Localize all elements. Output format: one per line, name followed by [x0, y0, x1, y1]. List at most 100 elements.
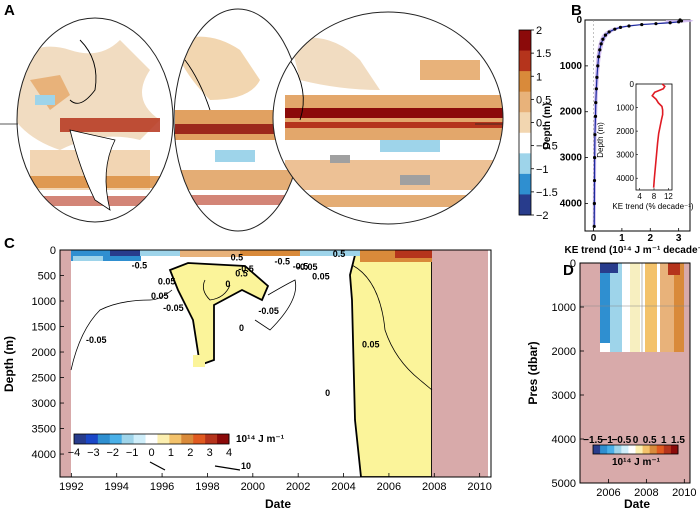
colorbar-c-swatch: [157, 434, 170, 444]
profile-point: [592, 201, 596, 206]
b-ytick-label: 2000: [560, 107, 583, 118]
colorbar-d-swatch: [656, 445, 665, 454]
profile-point: [607, 30, 611, 34]
panel-d-argo: D 2006 2008 2010 0 1000 2000 3000 4000 5000 Date P…: [526, 258, 697, 511]
c-contour-label: -0.5: [275, 257, 291, 267]
colorbar-a-swatch: [519, 91, 531, 113]
profile-point: [677, 20, 681, 24]
profile-point: [597, 55, 601, 59]
profile-point: [593, 114, 598, 118]
colorbar-c-tick-label: −1: [126, 447, 139, 459]
c-contour-label: 0: [225, 279, 230, 289]
inset-xlabel: KE trend (% decade⁻¹): [612, 202, 693, 211]
colorbar-a: 2 1.5 1 0.5 0 −0.5 −1 −1.5 −2: [518, 25, 558, 222]
profile-point: [627, 24, 631, 28]
panel-a-map: A: [0, 2, 558, 232]
d-xlabel: Date: [624, 497, 650, 511]
colorbar-a-tick-label: 1.5: [536, 48, 551, 60]
panel-d-label: D: [563, 262, 574, 279]
d-ytick-label: 4000: [552, 434, 576, 446]
map-lobe-pacific-outline: [272, 11, 504, 225]
panel-b-label: B: [571, 2, 582, 19]
inset-ytick-label: 2000: [616, 127, 634, 136]
c-contour-label: -0.05: [258, 306, 279, 316]
c-ytick-label: 2000: [32, 347, 56, 359]
colorbar-c-swatch: [109, 434, 123, 444]
inset-xtick-label: 12: [664, 192, 673, 201]
profile-point: [598, 48, 602, 52]
c-contour-label: 10: [241, 461, 251, 471]
c-ytick-label: 4000: [32, 449, 56, 461]
colorbar-c-swatch: [217, 434, 230, 444]
profile-point: [593, 156, 597, 160]
b-ytick-label: 1000: [560, 61, 583, 72]
colorbar-a-tick-label: 2: [536, 25, 542, 37]
b-xtick-label: 0: [591, 233, 597, 244]
profile-point: [594, 100, 598, 105]
colorbar-a-tick-label: −1: [536, 164, 549, 176]
panel-c-contour-labels: -0.5 -0.5-0.5 -0.50.50.50.50.050.05-0.05-0…: [86, 249, 380, 471]
profile-point: [654, 22, 658, 26]
profile-point: [599, 42, 603, 46]
panel-c-label: C: [4, 235, 15, 252]
map-lobe-pacific: [273, 12, 503, 224]
panel-c-frame: [59, 249, 492, 478]
c-xtick-label: 1992: [59, 481, 83, 493]
d-xtick-label: 2010: [672, 487, 696, 499]
colorbar-d-swatch: [600, 445, 608, 454]
profile-point: [679, 19, 684, 23]
colorbar-c-tick-label: 1: [168, 447, 174, 459]
b-ytick-label: 3000: [560, 153, 583, 164]
c-contour-label: 0.05: [151, 291, 169, 301]
d-ytick-label: 5000: [552, 478, 576, 490]
colorbar-a-swatch: [519, 153, 531, 175]
c-contour-label: -0.5: [132, 260, 148, 270]
c-contour-label: 0.05: [362, 339, 380, 349]
d-xtick-label: 2008: [634, 487, 658, 499]
c-ytick-label: 1000: [32, 296, 56, 308]
colorbar-a-tick-label: 0: [536, 118, 542, 130]
c-contour-label: 0.5: [231, 253, 244, 263]
colorbar-d-unit: 10¹⁴ J m⁻¹: [612, 457, 661, 468]
c-contour-label: 0.5: [333, 249, 346, 259]
d-ytick-label: 1000: [552, 302, 576, 314]
colorbar-c-swatch: [193, 434, 206, 444]
colorbar-d-tick-label: 0: [633, 435, 639, 446]
c-ytick-label: 1500: [32, 322, 56, 334]
c-contour-label: -0.05: [163, 303, 184, 313]
colorbar-c-tick-label: 3: [207, 447, 213, 459]
colorbar-c-unit: 10¹⁴ J m⁻¹: [236, 434, 285, 445]
profile-point: [668, 21, 672, 25]
inset-ytick-label: 3000: [616, 151, 634, 160]
colorbar-d-tick-label: −1: [601, 435, 613, 446]
colorbar-c-swatch: [74, 434, 87, 444]
c-contour-label: -0.5: [293, 261, 309, 271]
inset-ylabel: Depth (m): [596, 122, 605, 158]
c-xtick-label: 1994: [104, 481, 128, 493]
colorbar-c-swatch: [145, 434, 158, 444]
colorbar-a-tick-label: 0.5: [536, 94, 551, 106]
colorbar-d-tick-label: −0.5: [611, 435, 631, 446]
colorbar-d-swatch: [593, 445, 601, 454]
panel-c-axes: 1992 1994 1996 1998 2000 2002 2004 2006 2008 2010…: [2, 245, 492, 511]
colorbar-d-swatch: [635, 445, 644, 454]
panel-d-axes: 2006 2008 2010 0 1000 2000 3000 4000 5000 Date Pre…: [526, 258, 697, 511]
colorbar-c-swatch: [205, 434, 218, 444]
panel-d-frame: [579, 262, 691, 484]
colorbar-c-tick-label: −4: [68, 447, 81, 459]
profile-point: [601, 37, 605, 41]
colorbar-c-tick-label: 4: [226, 447, 232, 459]
b-xlabel: KE trend (10¹⁴ J m⁻¹ decade⁻¹): [565, 245, 700, 256]
profile-point: [596, 64, 600, 68]
c-contour-label: 0.05: [312, 272, 330, 282]
profile-point: [594, 87, 598, 91]
colorbar-a-swatch: [519, 112, 531, 134]
c-contour-label: 0.5: [235, 268, 248, 278]
profile-point: [595, 75, 599, 79]
profile-point: [640, 22, 644, 27]
c-xtick-label: 1998: [195, 481, 219, 493]
map-lobe-atlantic: [17, 18, 173, 222]
colorbar-a-swatch: [519, 173, 531, 195]
c-contour-label: 0: [325, 388, 330, 398]
